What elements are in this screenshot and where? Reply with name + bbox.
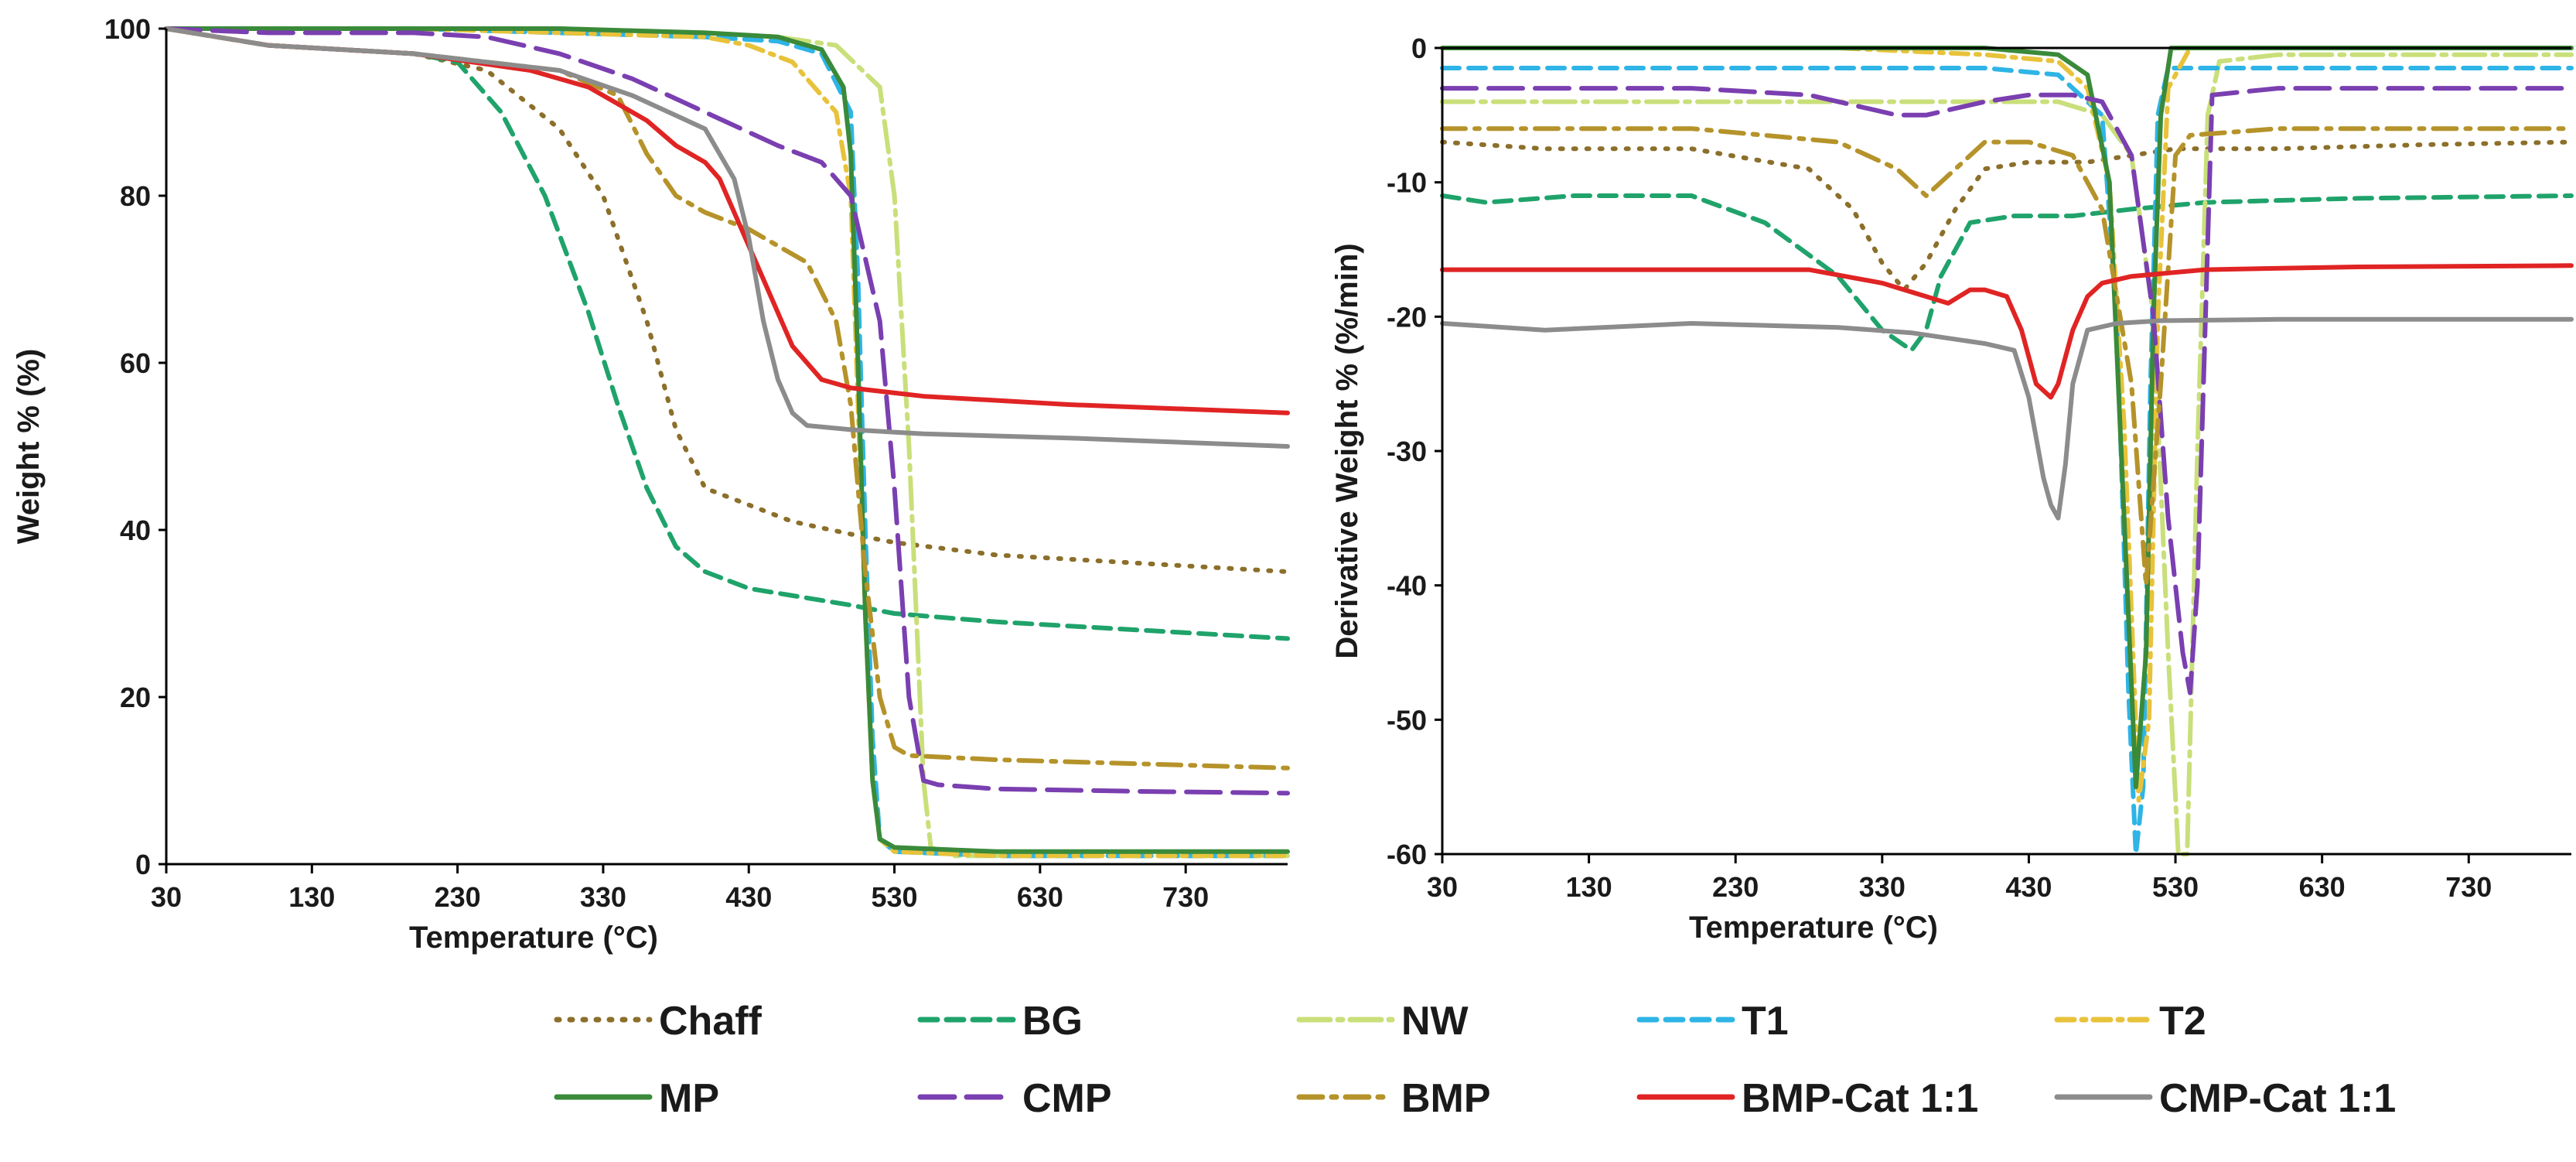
y-tick-label: 20 xyxy=(120,682,151,713)
legend-label-bg: BG xyxy=(1022,999,1083,1044)
y-axis-title: Weight % (%) xyxy=(12,349,46,545)
y-tick-label: -10 xyxy=(1387,167,1427,199)
series-line-bmp-cat-1-1 xyxy=(1440,263,2574,400)
series-line-mp xyxy=(164,26,1290,854)
x-tick-label: 130 xyxy=(288,881,335,913)
legend-label-cmp: CMP xyxy=(1022,1076,1112,1121)
y-tick-label: -20 xyxy=(1387,301,1427,333)
x-tick-label: 330 xyxy=(1859,871,1906,903)
series-line-chaff xyxy=(164,26,1290,574)
y-tick-label: -40 xyxy=(1387,570,1427,602)
legend: Chaff BG NW T1 T2 MP CMP BMP BMP-Cat 1:1 CMP-Cat … xyxy=(554,999,2396,1121)
y-tick-label: 80 xyxy=(120,180,151,212)
y-tick-label: 40 xyxy=(120,514,151,546)
x-tick-label: 30 xyxy=(1427,871,1458,903)
series-line-cmp-cat-1-1 xyxy=(1440,316,2574,521)
series-line-bmp xyxy=(1440,126,2574,588)
x-tick-label: 530 xyxy=(872,881,918,913)
y-axis-title: Derivative Weight % (%/min) xyxy=(1330,243,1364,658)
y-tick-label: 60 xyxy=(120,347,151,379)
x-tick-label: 230 xyxy=(1712,871,1759,903)
y-tick-label: 0 xyxy=(135,849,151,880)
legend-label-t2: T2 xyxy=(2159,999,2206,1044)
y-tick-label: -60 xyxy=(1387,839,1427,870)
legend-label-chaff: Chaff xyxy=(659,999,763,1044)
legend-label-cmp-cat-1-1: CMP-Cat 1:1 xyxy=(2159,1076,2396,1121)
series-line-bmp-cat-1-1 xyxy=(164,26,1290,415)
legend-label-mp: MP xyxy=(659,1076,719,1121)
x-tick-label: 430 xyxy=(725,881,772,913)
x-tick-label: 730 xyxy=(1162,881,1209,913)
weight-chart: 0 20 40 60 80 100 30 130 230 330 430 530 630 730 Tempe… xyxy=(12,13,1290,955)
x-tick-label: 130 xyxy=(1566,871,1612,903)
series-line-cmp-cat-1-1 xyxy=(164,26,1290,449)
legend-label-t1: T1 xyxy=(1742,999,1789,1044)
y-tick-label: -30 xyxy=(1387,436,1427,467)
x-tick-label: 430 xyxy=(2005,871,2052,903)
series-line-t1 xyxy=(1440,66,2574,856)
x-axis-title: Temperature (°C) xyxy=(409,921,658,955)
series-line-cmp xyxy=(164,26,1290,796)
x-axis-title: Temperature (°C) xyxy=(1689,911,1938,945)
x-tick-label: 330 xyxy=(580,881,626,913)
series-line-bmp xyxy=(164,26,1290,771)
y-tick-label: 0 xyxy=(1411,32,1427,64)
x-tick-label: 630 xyxy=(2299,871,2346,903)
series-line-nw xyxy=(1440,52,2574,856)
x-tick-label: 730 xyxy=(2445,871,2492,903)
legend-label-nw: NW xyxy=(1401,999,1469,1044)
y-tick-label: 100 xyxy=(104,13,151,45)
legend-label-bmp: BMP xyxy=(1401,1076,1491,1121)
x-tick-label: 530 xyxy=(2152,871,2199,903)
series-line-cmp xyxy=(1440,86,2574,695)
x-tick-label: 230 xyxy=(435,881,481,913)
legend-label-bmp-cat-1-1: BMP-Cat 1:1 xyxy=(1742,1076,1978,1121)
x-tick-label: 30 xyxy=(151,881,182,913)
y-tick-label: -50 xyxy=(1387,704,1427,736)
series-line-mp xyxy=(1440,46,2574,790)
x-tick-label: 630 xyxy=(1017,881,1063,913)
series-line-t2 xyxy=(1440,46,2574,803)
